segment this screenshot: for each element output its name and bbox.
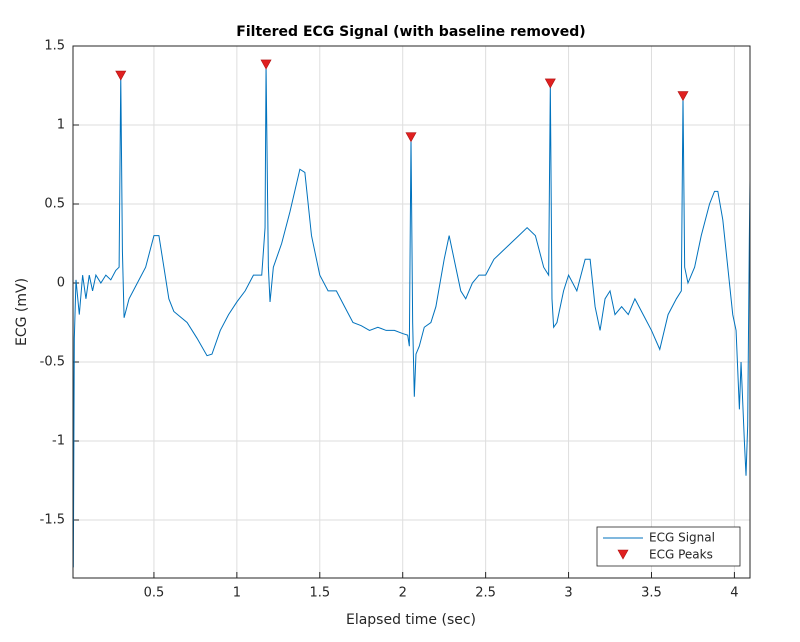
y-tick-label: 1 <box>57 118 65 133</box>
x-axis-label: Elapsed time (sec) <box>346 612 476 628</box>
y-tick-label: 0.5 <box>44 197 65 212</box>
x-tick-label: 3 <box>564 586 572 601</box>
peak-marker <box>405 132 417 143</box>
x-tick-label: 0.5 <box>144 586 165 601</box>
legend-swatch <box>617 549 629 560</box>
x-tick-label: 1.5 <box>309 586 330 601</box>
ecg-line <box>73 64 750 568</box>
y-tick-label: 1.5 <box>44 39 65 54</box>
legend-label: ECG Peaks <box>649 548 713 562</box>
axes-box <box>72 45 751 579</box>
y-tick-label: -1.5 <box>40 513 65 528</box>
peak-marker <box>677 91 689 102</box>
chart-title: Filtered ECG Signal (with baseline remov… <box>236 24 585 40</box>
y-tick-label: -1 <box>52 434 65 449</box>
legend-box <box>596 526 741 567</box>
x-tick-label: 4 <box>730 586 738 601</box>
y-axis-label: ECG (mV) <box>14 278 30 346</box>
y-tick-label: -0.5 <box>40 355 65 370</box>
peak-marker <box>544 78 556 89</box>
legend-label: ECG Signal <box>649 531 715 545</box>
x-tick-label: 2 <box>399 586 407 601</box>
y-tick-label: 0 <box>57 276 65 291</box>
peak-marker <box>260 59 272 70</box>
peak-marker <box>115 70 127 81</box>
x-tick-label: 1 <box>233 586 241 601</box>
x-tick-label: 2.5 <box>475 586 496 601</box>
x-tick-label: 3.5 <box>641 586 662 601</box>
